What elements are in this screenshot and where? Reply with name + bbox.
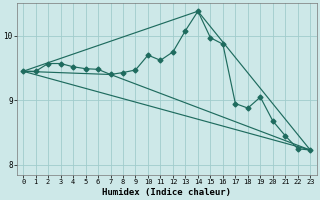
X-axis label: Humidex (Indice chaleur): Humidex (Indice chaleur) bbox=[102, 188, 231, 197]
